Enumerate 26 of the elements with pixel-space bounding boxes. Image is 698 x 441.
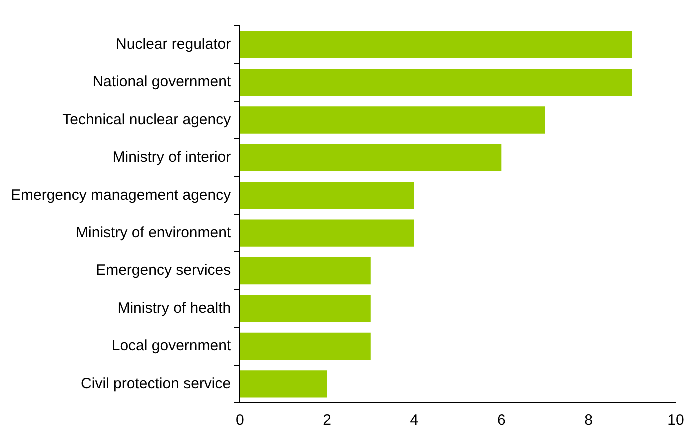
bar: [240, 68, 632, 96]
x-tick-label: 0: [236, 412, 244, 430]
bar: [240, 257, 371, 285]
bar: [240, 182, 414, 210]
bar: [240, 295, 371, 322]
y-tick-label: National government: [92, 74, 232, 91]
bar: [240, 31, 632, 58]
x-tick-label: 2: [323, 412, 332, 430]
y-tick-label: Emergency services: [96, 262, 232, 280]
bar: [240, 106, 546, 134]
bar: [240, 370, 328, 398]
y-tick-label: Technical nuclear agency: [62, 111, 232, 128]
x-tick-label: 4: [410, 412, 419, 430]
x-tick-label: 6: [497, 412, 506, 430]
x-tick-label: 8: [584, 412, 593, 430]
y-tick-label: Ministry of environment: [76, 224, 232, 242]
y-tick-label: Nuclear regulator: [116, 36, 232, 53]
y-tick-label: Civil protection service: [81, 375, 232, 392]
y-tick-label: Emergency management agency: [10, 186, 232, 204]
y-tick-label: Local government: [112, 338, 232, 355]
bar: [240, 332, 371, 360]
bar: [240, 144, 502, 172]
bar: [240, 220, 414, 247]
x-tick-label: 10: [668, 412, 684, 430]
y-tick-label: Ministry of health: [118, 300, 232, 317]
y-tick-label: Ministry of interior: [112, 149, 232, 166]
